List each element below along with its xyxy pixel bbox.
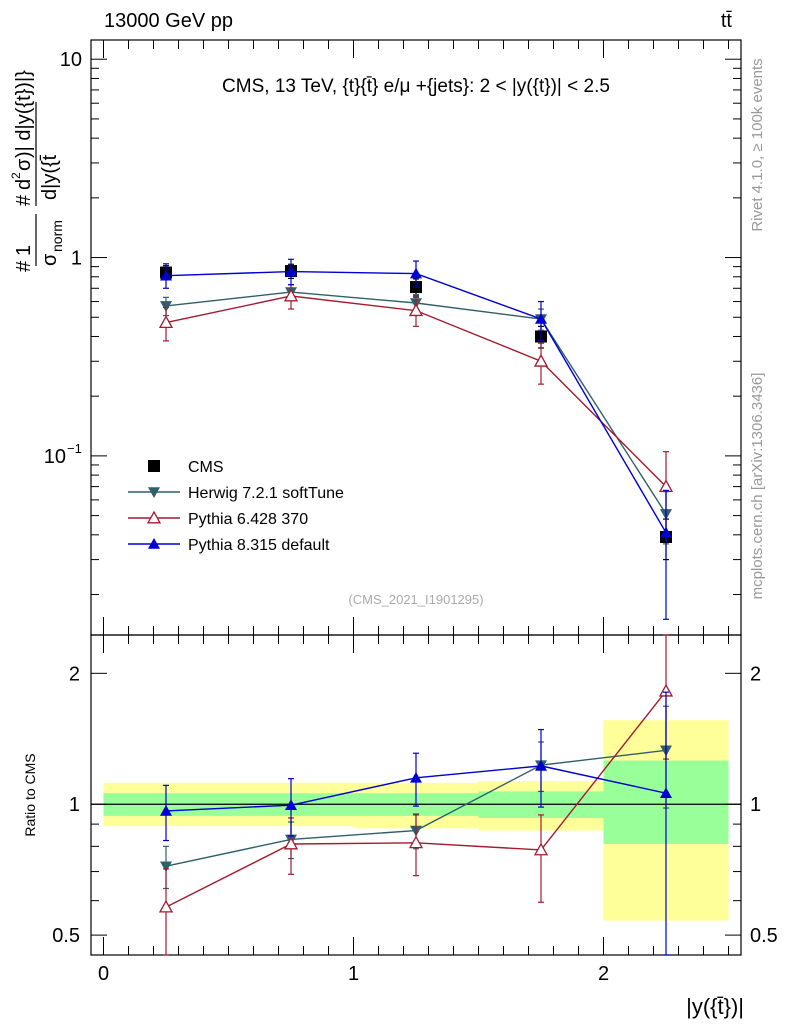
legend-entry-1: Herwig 7.2.1 softTune [128, 485, 344, 502]
data-point [660, 526, 672, 538]
xtick-label: 1 [348, 963, 359, 985]
ylabel-numerator: )| d|y({t})|} [13, 70, 35, 158]
data-point [408, 303, 424, 317]
legend-entry-2: Pythia 6.428 370 [128, 510, 308, 528]
xtick-label: 0 [98, 963, 109, 985]
legend-label: Pythia 8.315 default [188, 537, 330, 554]
data-point [408, 835, 424, 849]
legend-label: Pythia 6.428 370 [188, 511, 308, 528]
ylabel-one: 1 [13, 245, 35, 256]
watermark-label: (CMS_2021_I1901295) [348, 592, 483, 607]
main-series-3 [160, 258, 672, 620]
ylabel-norm: norm [49, 220, 65, 252]
data-point [160, 804, 172, 816]
data-point [158, 899, 174, 913]
legend-marker [146, 510, 162, 524]
rivet-version-label: Rivet 4.1.0, ≥ 100k events [749, 58, 766, 231]
data-point [160, 861, 172, 873]
ratio-frame [90, 634, 742, 956]
legend-entry-3: Pythia 8.315 default [128, 537, 330, 554]
legend-marker [148, 487, 160, 498]
svg-text:#: # [13, 260, 35, 272]
main-ytick-label-exponent: −1 [67, 441, 82, 456]
main-y-axis-title: # 1 σ norm # d 2 σ )| d|y({t})|} d|y({t̄ [9, 70, 65, 272]
main-plot-title: CMS, 13 TeV, {t}{t̄} e/μ +{jets}: 2 < |y… [222, 76, 610, 97]
ratio-ytick-label-right: 1 [750, 794, 761, 816]
legend-label: CMS [188, 459, 224, 476]
main-ytick-label: 1 [71, 248, 82, 270]
data-point [283, 836, 299, 850]
data-point [160, 301, 172, 312]
data-point [535, 759, 547, 771]
data-point [160, 269, 172, 281]
mcplots-label: mcplots.cern.ch [arXiv:1306.3436] [749, 373, 766, 600]
legend: CMS Herwig 7.2.1 softTune Pythia 6.428 370… [128, 459, 344, 554]
ylabel-sigma2: σ [13, 158, 35, 171]
main-ytick-label: 10 [44, 446, 66, 468]
ratio-ytick-label-right: 0.5 [750, 925, 778, 947]
ylabel-denominator: d|y({t̄ [39, 154, 61, 200]
series-layer [158, 258, 674, 956]
data-point [285, 799, 297, 810]
data-point [533, 353, 549, 367]
legend-label: Herwig 7.2.1 softTune [188, 485, 344, 502]
xtick-label: 2 [598, 963, 609, 985]
legend-marker [148, 538, 160, 549]
ylabel-sigma: σ [39, 253, 61, 266]
legend-entry-0: CMS [148, 459, 224, 476]
main-ytick-label: 10 [60, 49, 82, 71]
ratio-ytick-label: 2 [69, 663, 80, 685]
legend-marker [148, 460, 160, 472]
ratio-ytick-label: 0.5 [52, 925, 80, 947]
ratio-series-2 [160, 691, 672, 956]
x-axis-title: |y({t̄})| [686, 994, 744, 1019]
data-point [410, 267, 422, 279]
header-left: 13000 GeV pp [104, 10, 233, 32]
data-point [660, 787, 672, 799]
ratio-ytick-label: 1 [69, 794, 80, 816]
data-point [285, 265, 297, 277]
ratio-panel [90, 634, 742, 956]
data-point [283, 288, 299, 302]
ratio-ytick-label-right: 2 [750, 663, 761, 685]
ylabel-sup2: 2 [9, 172, 23, 179]
data-point [158, 315, 174, 329]
data-point [410, 771, 422, 783]
data-point [535, 312, 547, 324]
ylabel-d2: d [13, 179, 35, 190]
header-right: tt̄ [721, 10, 733, 32]
data-point [533, 842, 549, 856]
ratio-y-axis-title: Ratio to CMS [22, 753, 38, 836]
ratio-series-1 [158, 634, 674, 956]
svg-text:#: # [13, 194, 35, 206]
